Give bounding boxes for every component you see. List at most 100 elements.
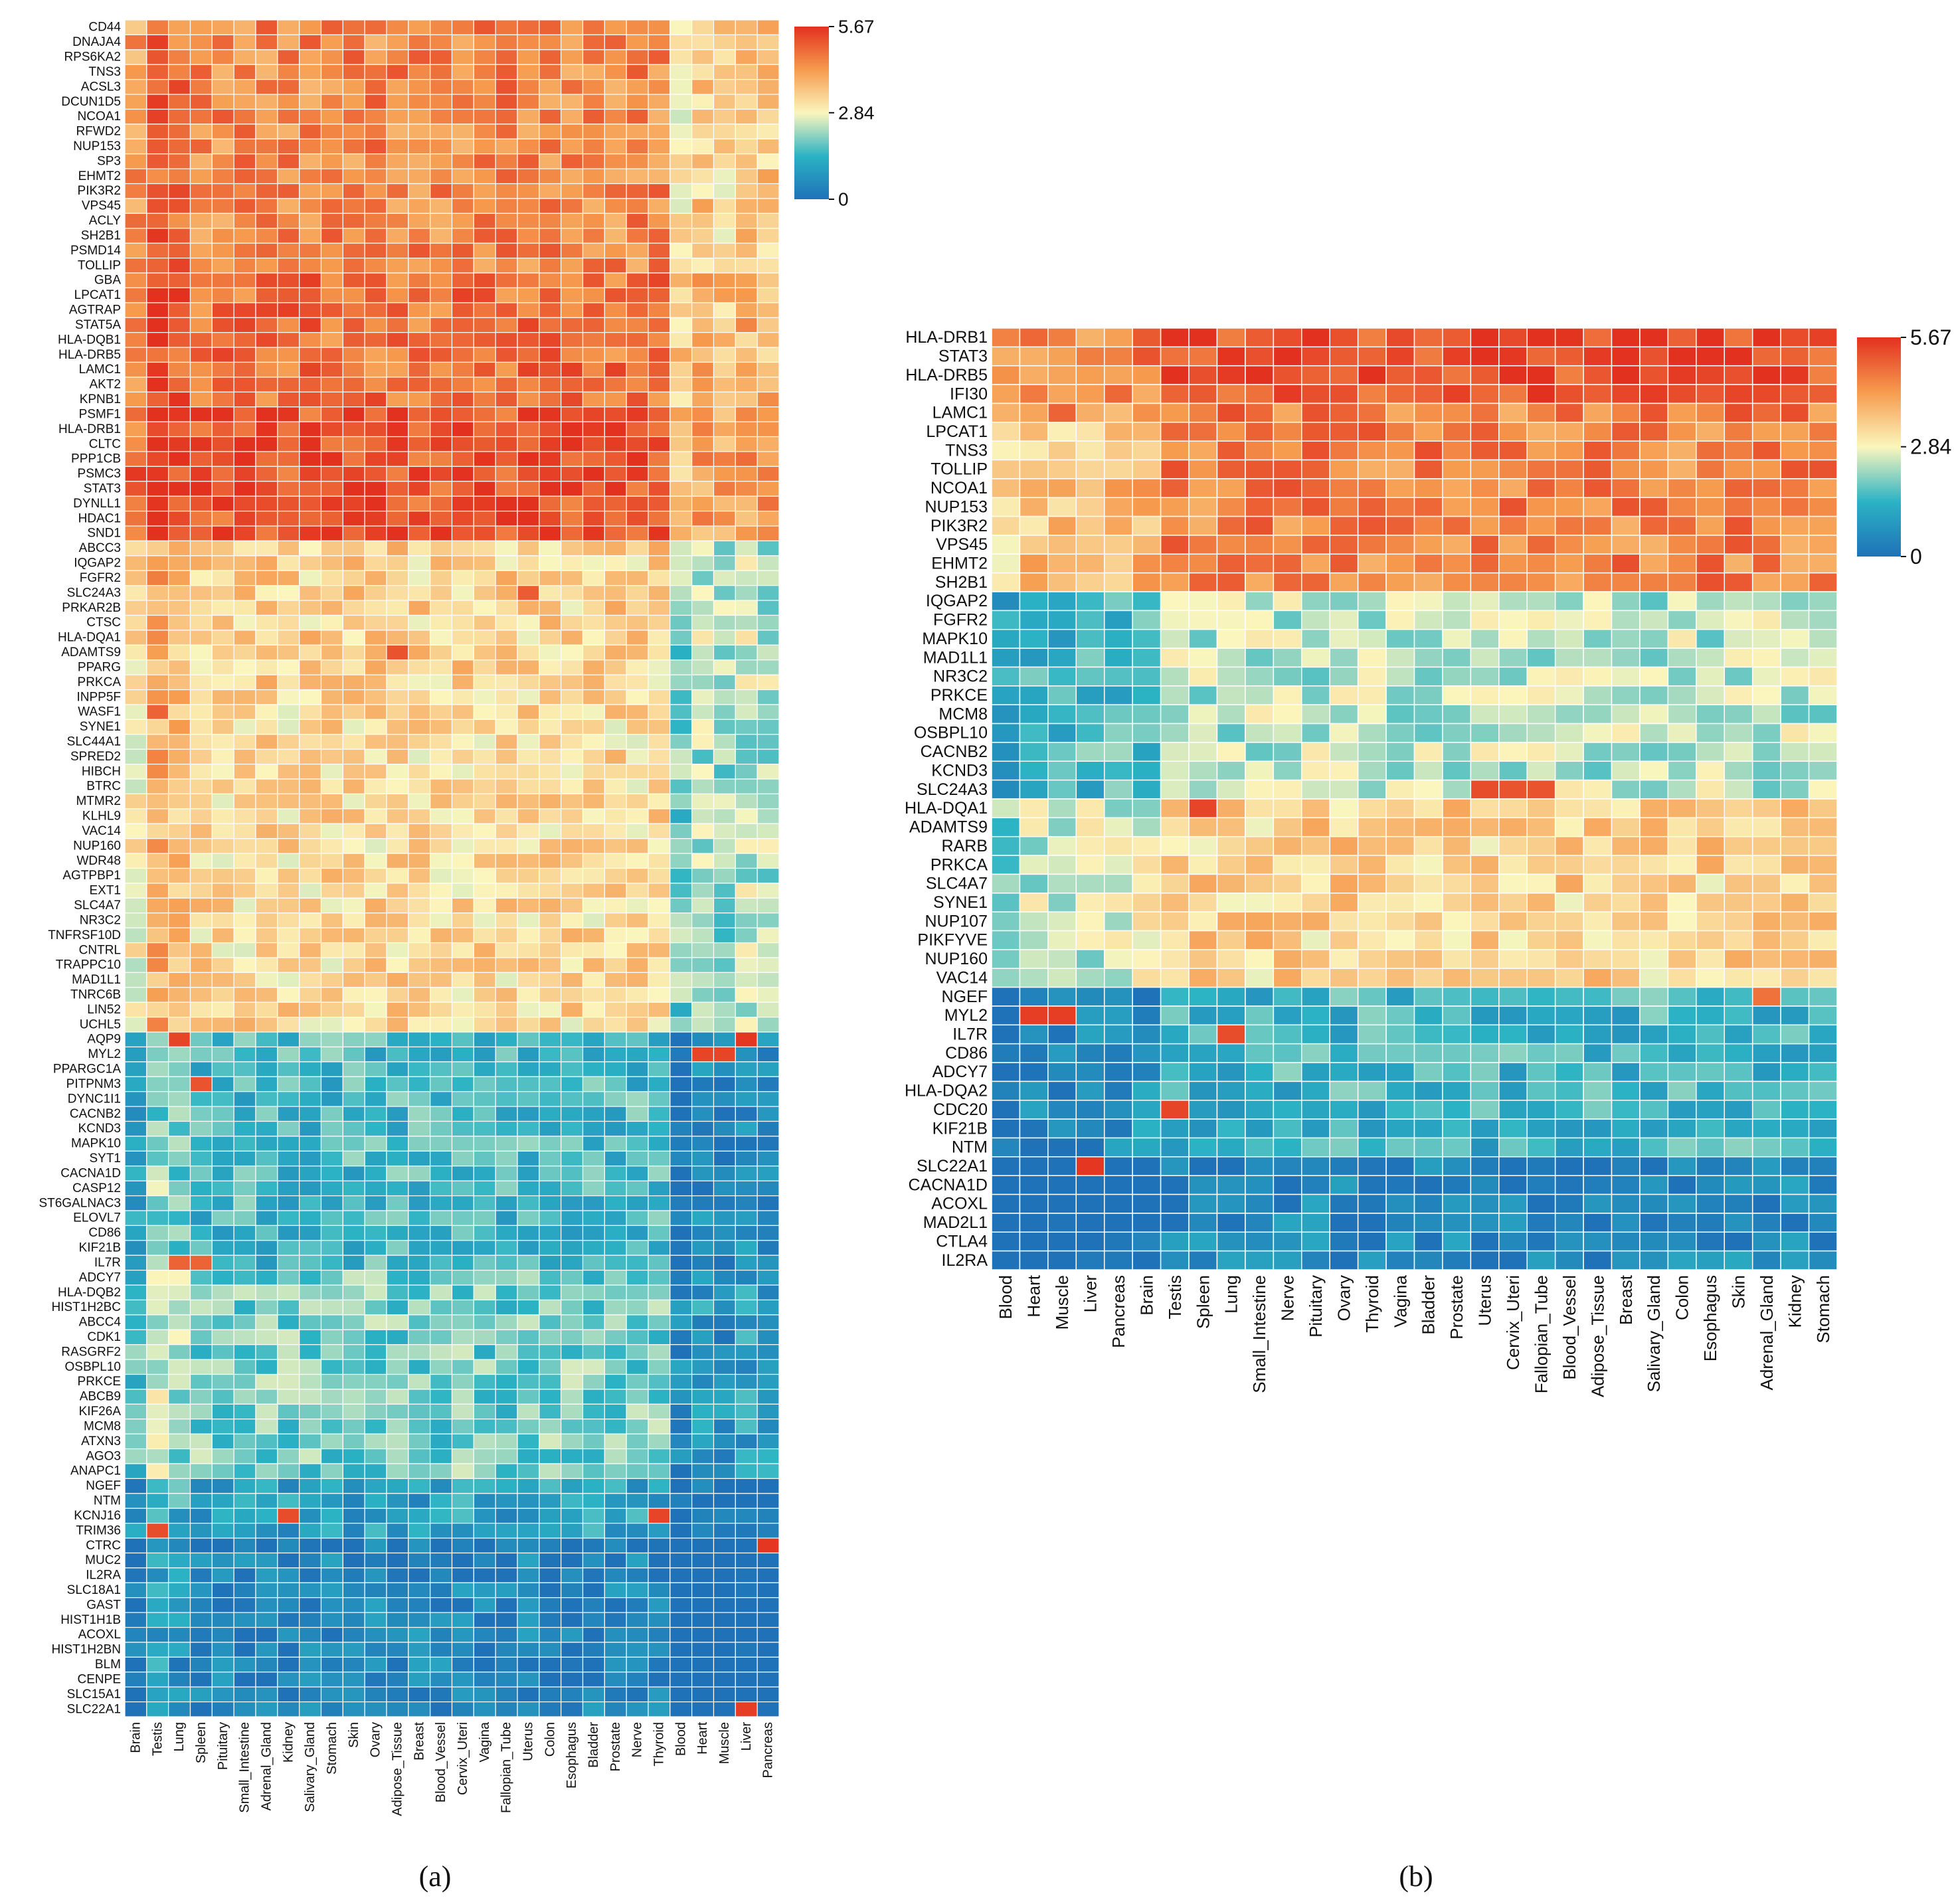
- heatmap-cell: [691, 198, 715, 214]
- heatmap-cell: [299, 1567, 322, 1583]
- heatmap-cell: [1498, 535, 1528, 555]
- heatmap-cell: [713, 704, 736, 720]
- heatmap-cell: [189, 94, 213, 110]
- heatmap-cell: [124, 1582, 147, 1599]
- heatmap-cell: [604, 64, 627, 80]
- heatmap-cell: [277, 64, 300, 80]
- heatmap-cell: [1047, 591, 1077, 612]
- heatmap-cell: [364, 257, 387, 274]
- heatmap-cell: [124, 1686, 147, 1703]
- heatmap-cell: [408, 1120, 431, 1137]
- heatmap-cell: [255, 942, 278, 958]
- heatmap-cell: [168, 108, 191, 125]
- heatmap-cell: [211, 778, 234, 795]
- heatmap-cell: [691, 1091, 715, 1107]
- heatmap-cell: [1075, 817, 1105, 837]
- heatmap-cell: [1442, 327, 1472, 348]
- heatmap-cell: [1216, 648, 1246, 668]
- heatmap-cell: [1273, 855, 1302, 875]
- row-label: HLA-DQA2: [905, 1082, 988, 1100]
- heatmap-cell: [735, 674, 758, 691]
- heatmap-cell: [669, 1626, 693, 1643]
- heatmap-cell: [233, 1359, 256, 1375]
- heatmap-cell: [1442, 742, 1472, 762]
- heatmap-cell: [1385, 1156, 1415, 1176]
- heatmap-cell: [320, 1701, 343, 1717]
- heatmap-cell: [320, 525, 343, 542]
- heatmap-cell: [691, 1597, 715, 1613]
- heatmap-cell: [277, 481, 300, 497]
- heatmap-cell: [539, 198, 562, 214]
- heatmap-cell: [299, 927, 322, 944]
- heatmap-cell: [713, 1463, 736, 1480]
- heatmap-cell: [1667, 1156, 1697, 1176]
- heatmap-cell: [189, 1240, 213, 1256]
- heatmap-cell: [517, 481, 540, 497]
- heatmap-cell: [430, 674, 453, 691]
- heatmap-cell: [299, 272, 322, 289]
- heatmap-cell: [517, 495, 540, 512]
- heatmap-cell: [473, 1180, 496, 1197]
- heatmap-cell: [735, 555, 758, 571]
- heatmap-cell: [582, 600, 605, 616]
- heatmap-cell: [386, 272, 409, 289]
- heatmap-cell: [386, 778, 409, 795]
- heatmap-cell: [1554, 817, 1584, 837]
- heatmap-cell: [211, 689, 234, 705]
- heatmap-cell: [408, 213, 431, 229]
- heatmap-cell: [517, 838, 540, 854]
- heatmap-cell: [451, 1136, 474, 1152]
- heatmap-cell: [735, 614, 758, 631]
- heatmap-cell: [233, 853, 256, 869]
- column-label: Kidney: [281, 1722, 296, 1763]
- heatmap-cell: [1639, 422, 1669, 442]
- heatmap-cell: [430, 1091, 453, 1107]
- heatmap-cell: [1583, 779, 1613, 800]
- heatmap-cell: [735, 1061, 758, 1077]
- heatmap-cell: [626, 748, 649, 765]
- heatmap-cell: [1667, 1005, 1697, 1026]
- heatmap-cell: [561, 525, 584, 542]
- heatmap-cell: [124, 1344, 147, 1360]
- heatmap-cell: [735, 764, 758, 780]
- heatmap-cell: [124, 1448, 147, 1464]
- heatmap-cell: [1357, 440, 1387, 461]
- heatmap-cell: [735, 138, 758, 155]
- heatmap-cell: [626, 644, 649, 661]
- heatmap-cell: [1583, 685, 1613, 705]
- heatmap-cell: [124, 1120, 147, 1137]
- heatmap-cell: [1188, 742, 1218, 762]
- heatmap-cell: [1357, 1156, 1387, 1176]
- heatmap-cell: [473, 19, 496, 36]
- heatmap-cell: [648, 1567, 671, 1583]
- heatmap-cell: [1413, 365, 1443, 385]
- heatmap-cell: [168, 1537, 191, 1554]
- heatmap-cell: [233, 674, 256, 691]
- heatmap-cell: [1160, 553, 1190, 574]
- heatmap-cell: [233, 630, 256, 646]
- heatmap-cell: [189, 183, 213, 199]
- heatmap-cell: [1075, 365, 1105, 385]
- heatmap-cell: [299, 451, 322, 467]
- heatmap-cell: [277, 867, 300, 884]
- heatmap-cell: [1751, 1043, 1781, 1063]
- heatmap-cell: [561, 897, 584, 914]
- heatmap-cell: [991, 911, 1021, 932]
- heatmap-cell: [146, 436, 169, 452]
- heatmap-cell: [233, 1403, 256, 1420]
- heatmap-cell: [1301, 817, 1330, 837]
- row-label: MYL2: [88, 1047, 121, 1061]
- heatmap-cell: [342, 1225, 365, 1241]
- heatmap-cell: [364, 1061, 387, 1077]
- heatmap-cell: [168, 168, 191, 185]
- heatmap-cell: [386, 570, 409, 586]
- heatmap-cell: [1413, 629, 1443, 649]
- heatmap-cell: [255, 391, 278, 408]
- row-label: PSMF1: [79, 407, 121, 421]
- heatmap-cell: [582, 1523, 605, 1539]
- heatmap-cell: [451, 1270, 474, 1286]
- heatmap-cell: [1329, 760, 1359, 781]
- heatmap-cell: [189, 466, 213, 482]
- heatmap-cell: [299, 1508, 322, 1524]
- heatmap-cell: [342, 1523, 365, 1539]
